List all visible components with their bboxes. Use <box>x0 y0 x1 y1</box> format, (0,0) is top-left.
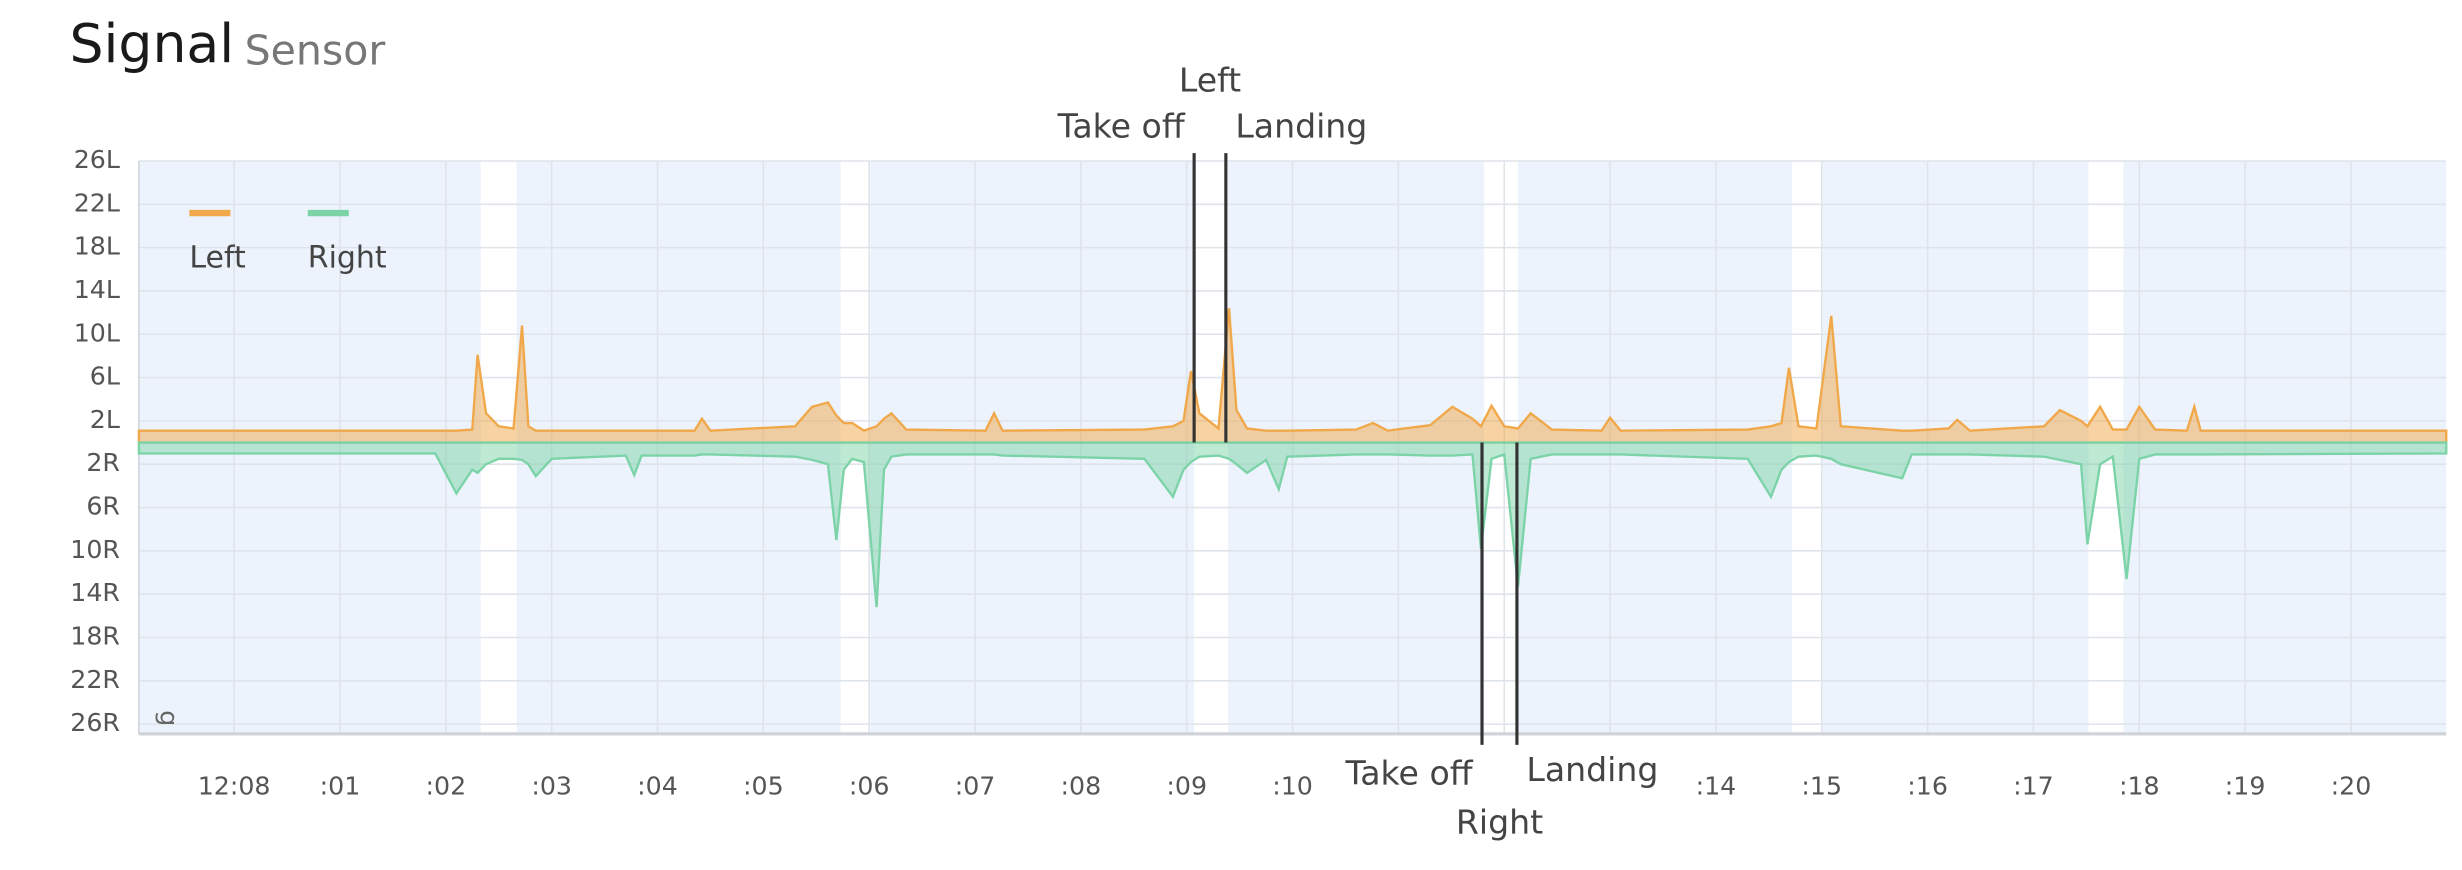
y-tick-label: 6L <box>90 362 120 391</box>
legend-label: Right <box>308 240 387 275</box>
y-tick-label: 26R <box>70 708 120 737</box>
x-tick-label: :17 <box>2013 772 2054 801</box>
annotation-landing: Landing <box>1526 750 1658 789</box>
y-tick-label: 18L <box>74 232 120 261</box>
y-tick-label: 14L <box>74 275 120 304</box>
y-tick-label: 26L <box>74 145 120 174</box>
area <box>137 308 2448 444</box>
x-tick-label: :20 <box>2331 772 2372 801</box>
annotation-take-off: Take off <box>1344 753 1473 792</box>
y-tick-label: 2R <box>86 448 120 477</box>
x-tick-label: 12:08 <box>198 772 271 801</box>
y-tick-label: 10R <box>70 535 120 564</box>
annotation-side: Right <box>1456 802 1543 841</box>
y-tick-label: 22R <box>70 665 120 694</box>
x-tick-label: :15 <box>1801 772 1842 801</box>
x-tick-label: :04 <box>637 772 678 801</box>
x-tick-label: :08 <box>1061 772 1102 801</box>
y-tick-label: 2L <box>90 405 120 434</box>
chart-subtitle: Sensor <box>245 27 386 75</box>
y-tick-label: 10L <box>74 318 120 347</box>
x-tick-label: :16 <box>1907 772 1948 801</box>
x-tick-label: :18 <box>2119 772 2160 801</box>
annotation-side: Left <box>1179 61 1241 100</box>
y-tick-label: 14R <box>70 578 120 607</box>
x-tick-label: :09 <box>1166 772 1207 801</box>
x-tick-label: :14 <box>1696 772 1737 801</box>
y-unit: g <box>154 710 183 726</box>
legend-label: Left <box>189 240 246 275</box>
annotation-take-off: Take off <box>1057 106 1186 145</box>
area <box>137 441 2448 608</box>
chart-title: Signal <box>69 12 234 75</box>
x-tick-label: :10 <box>1272 772 1313 801</box>
x-tick-label: :19 <box>2225 772 2266 801</box>
y-tick-label: 18R <box>70 621 120 650</box>
x-tick-label: :02 <box>426 772 467 801</box>
annotation-landing: Landing <box>1235 106 1367 145</box>
x-tick-label: :07 <box>955 772 996 801</box>
x-tick-label: :03 <box>531 772 572 801</box>
y-tick-label: 22L <box>74 188 120 217</box>
x-tick-label: :05 <box>743 772 784 801</box>
x-tick-label: :06 <box>849 772 890 801</box>
y-tick-label: 6R <box>86 492 120 521</box>
x-tick-label: :01 <box>320 772 361 801</box>
